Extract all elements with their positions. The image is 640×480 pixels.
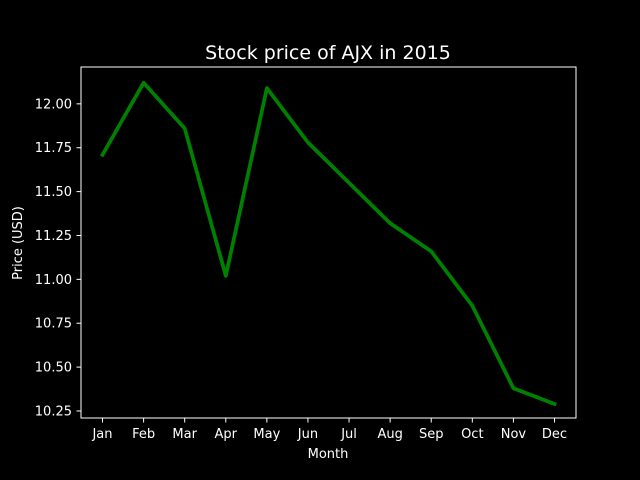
- x-tick-label: Aug: [377, 427, 402, 442]
- x-tick-label: May: [253, 427, 280, 442]
- x-tick-label: Oct: [461, 427, 483, 442]
- x-tick-label: Dec: [542, 427, 567, 442]
- y-axis-label: Price (USD): [11, 206, 26, 280]
- y-tick-label: 11.00: [35, 273, 72, 288]
- x-axis-label: Month: [308, 447, 349, 462]
- y-tick-label: 12.00: [35, 97, 72, 112]
- x-tick-label: Apr: [215, 427, 238, 442]
- x-tick-label: Jan: [91, 427, 112, 442]
- axes-frame: [80, 66, 577, 419]
- x-tick-label: Jun: [297, 427, 318, 442]
- x-tick-label: Mar: [172, 427, 197, 442]
- y-tick-label: 11.50: [35, 185, 72, 200]
- x-tick-label: Feb: [132, 427, 155, 442]
- plot-area: Jan Feb Mar Apr May Jun Jul Aug Sep Oct Nov Dec 10.2…: [35, 66, 577, 442]
- y-tick-label: 10.50: [35, 361, 72, 376]
- y-tick-label: 10.25: [35, 404, 72, 419]
- x-tick-label: Sep: [419, 427, 444, 442]
- x-tick-label: Jul: [340, 427, 357, 442]
- chart-title: Stock price of AJX in 2015: [205, 42, 451, 64]
- x-tick-label: Nov: [501, 427, 527, 442]
- y-tick-label: 11.75: [35, 141, 72, 156]
- y-tick-label: 11.25: [35, 229, 72, 244]
- price-series-line: [99, 80, 557, 407]
- y-tick-label: 10.75: [35, 317, 72, 332]
